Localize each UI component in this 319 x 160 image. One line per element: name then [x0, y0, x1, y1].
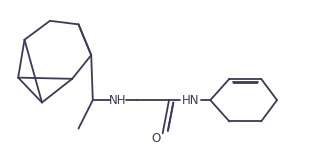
Text: O: O	[152, 132, 161, 145]
Text: HN: HN	[182, 94, 199, 107]
Text: NH: NH	[109, 94, 126, 107]
